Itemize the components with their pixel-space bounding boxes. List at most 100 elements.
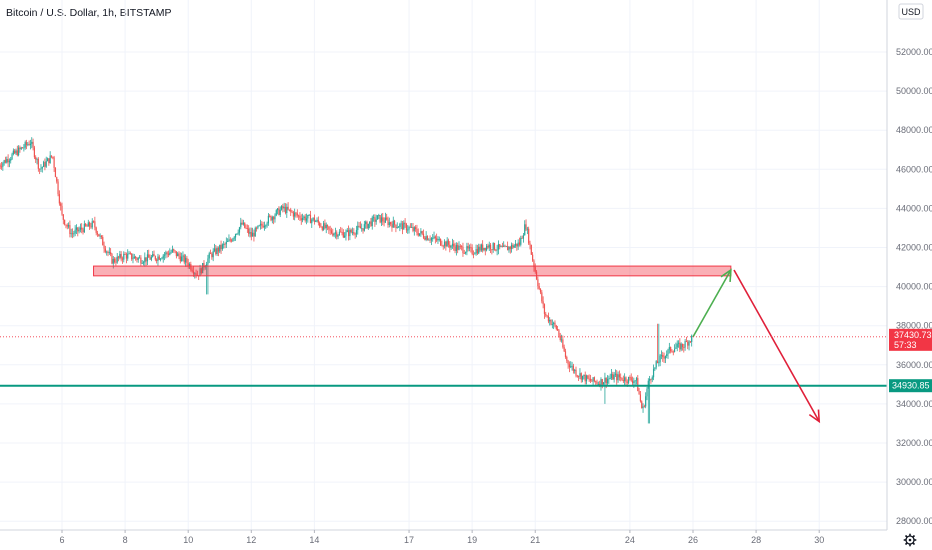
resistance-zone[interactable]: [93, 265, 732, 277]
price-tick-label: 48000.00: [896, 125, 932, 135]
candle-up: [592, 377, 594, 382]
candle-down: [215, 248, 217, 254]
candle-up: [450, 245, 452, 248]
candle-up: [99, 235, 101, 237]
candle-down: [605, 377, 607, 384]
candle-up: [216, 247, 218, 254]
candle-up: [242, 222, 245, 225]
candle-up: [240, 222, 242, 228]
time-tick-label: 19: [467, 535, 477, 545]
candle-down: [282, 205, 284, 209]
candle-down: [499, 244, 501, 247]
candle-up: [75, 227, 78, 230]
candle-up: [604, 377, 606, 383]
candle-down: [417, 232, 419, 236]
candle-up: [660, 354, 663, 356]
candle-up: [286, 206, 288, 214]
candle-down: [296, 213, 298, 216]
candle-up: [119, 253, 121, 258]
candle-up: [237, 232, 239, 234]
candle-down: [4, 160, 7, 163]
candle-down: [656, 361, 659, 364]
candle-down: [559, 335, 561, 341]
candle-down: [484, 247, 486, 251]
candle-down: [391, 224, 393, 228]
candle-down: [107, 251, 109, 253]
candle-down: [77, 227, 79, 232]
candle-down: [324, 223, 326, 229]
candle-down: [670, 347, 672, 352]
candle-down: [317, 219, 319, 223]
candle-up: [658, 362, 660, 364]
time-axis[interactable]: 6 8 10 12 14 17 19 21 24 26 28 30: [59, 530, 824, 545]
candle-down: [290, 209, 292, 212]
candle-up: [308, 214, 310, 216]
candle-up: [514, 243, 517, 246]
candle-down: [354, 233, 356, 235]
candle-down: [102, 237, 104, 246]
candle-up: [307, 214, 309, 219]
candle-up: [137, 258, 139, 260]
candle-down: [409, 226, 411, 228]
candle-down: [630, 377, 632, 381]
candle-down: [115, 262, 117, 263]
candle-up: [367, 223, 369, 229]
candle-down: [472, 253, 475, 255]
candle-down: [663, 357, 665, 359]
candle-down: [190, 264, 192, 270]
candle-down: [567, 360, 569, 365]
candle-up: [503, 245, 505, 247]
time-tick-label: 17: [404, 535, 414, 545]
candle-down: [383, 221, 385, 223]
candle-up: [163, 254, 166, 256]
candle-down: [167, 253, 170, 255]
candle-up: [583, 374, 585, 376]
bearish-arrow-head: [808, 409, 821, 424]
candle-up: [597, 383, 599, 385]
candle-down: [453, 243, 455, 247]
candle-up: [301, 217, 304, 221]
candle-up: [513, 245, 515, 248]
candle-down: [416, 229, 418, 233]
candle-up: [437, 239, 439, 241]
candle-up: [488, 244, 490, 248]
candle-up: [355, 230, 358, 235]
bearish-arrow[interactable]: [733, 269, 820, 422]
candle-up: [49, 155, 51, 164]
candle-up: [6, 159, 8, 163]
candle-down: [158, 256, 160, 260]
candle-down: [321, 227, 323, 230]
countdown-label: 57:33: [894, 340, 917, 350]
bullish-arrow-head: [720, 268, 732, 283]
candle-down: [136, 258, 138, 260]
candle-down: [534, 267, 536, 272]
candle-up: [254, 227, 256, 237]
settings-gear-icon[interactable]: [903, 533, 917, 547]
candle-down: [563, 347, 565, 352]
candle-down: [44, 162, 46, 167]
bullish-arrow[interactable]: [692, 269, 732, 338]
candle-up: [181, 256, 183, 262]
candle-up: [579, 373, 581, 377]
candle-down: [626, 381, 628, 383]
candle-up: [486, 245, 488, 251]
candle-down: [507, 246, 509, 251]
candle-up: [688, 341, 690, 346]
candle-down: [482, 244, 484, 251]
candle-up: [645, 396, 647, 407]
current-price-label: 37430.73: [894, 330, 932, 340]
candle-down: [379, 215, 381, 223]
candle-up: [267, 215, 269, 224]
candle-down: [253, 232, 255, 237]
candle-down: [89, 222, 91, 227]
candle-up: [397, 227, 400, 228]
candle-down: [340, 231, 342, 233]
candle-down: [135, 256, 137, 259]
price-axis[interactable]: 28000.00 30000.00 32000.00 34000.00 36000.00…: [896, 47, 932, 526]
candle-down: [429, 239, 431, 241]
candle-up: [399, 224, 401, 228]
currency-button[interactable]: USD: [898, 3, 924, 20]
candle-up: [3, 160, 5, 164]
candle-up: [496, 249, 498, 251]
